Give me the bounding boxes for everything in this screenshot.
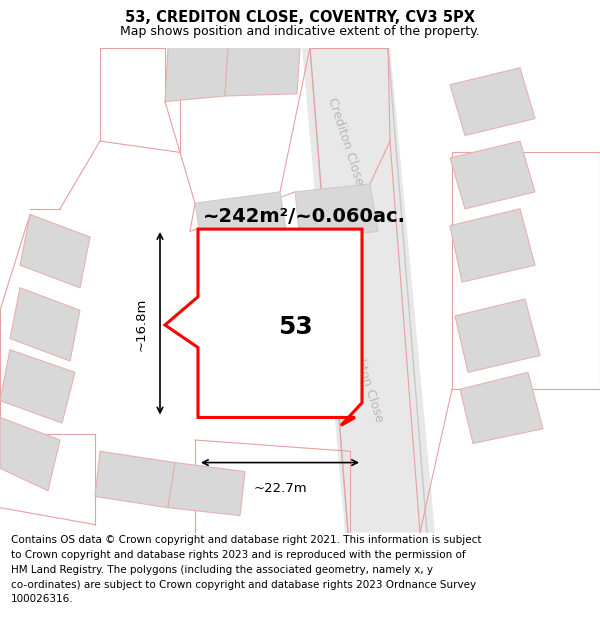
Polygon shape <box>168 462 245 516</box>
Polygon shape <box>225 48 300 96</box>
Polygon shape <box>450 68 535 136</box>
Polygon shape <box>10 288 80 361</box>
Text: ~16.8m: ~16.8m <box>135 297 148 351</box>
Polygon shape <box>95 451 175 508</box>
Polygon shape <box>450 209 535 282</box>
Polygon shape <box>0 350 75 423</box>
Polygon shape <box>195 192 290 265</box>
Text: 53, CREDITON CLOSE, COVENTRY, CV3 5PX: 53, CREDITON CLOSE, COVENTRY, CV3 5PX <box>125 11 475 26</box>
Text: ~22.7m: ~22.7m <box>253 482 307 495</box>
Polygon shape <box>165 229 362 426</box>
Polygon shape <box>215 328 318 387</box>
Polygon shape <box>215 234 320 336</box>
Polygon shape <box>295 184 378 241</box>
Polygon shape <box>20 214 90 288</box>
Polygon shape <box>450 141 535 209</box>
Polygon shape <box>455 299 540 372</box>
Text: 53: 53 <box>278 315 313 339</box>
Text: Contains OS data © Crown copyright and database right 2021. This information is : Contains OS data © Crown copyright and d… <box>11 535 481 604</box>
Polygon shape <box>302 48 435 532</box>
Polygon shape <box>460 372 543 443</box>
Text: Crediton Close: Crediton Close <box>325 96 365 187</box>
Polygon shape <box>0 418 60 491</box>
Polygon shape <box>165 48 228 102</box>
Text: ~242m²/~0.060ac.: ~242m²/~0.060ac. <box>203 206 406 226</box>
Text: Map shows position and indicative extent of the property.: Map shows position and indicative extent… <box>120 25 480 38</box>
Text: Crediton Close: Crediton Close <box>344 332 385 423</box>
